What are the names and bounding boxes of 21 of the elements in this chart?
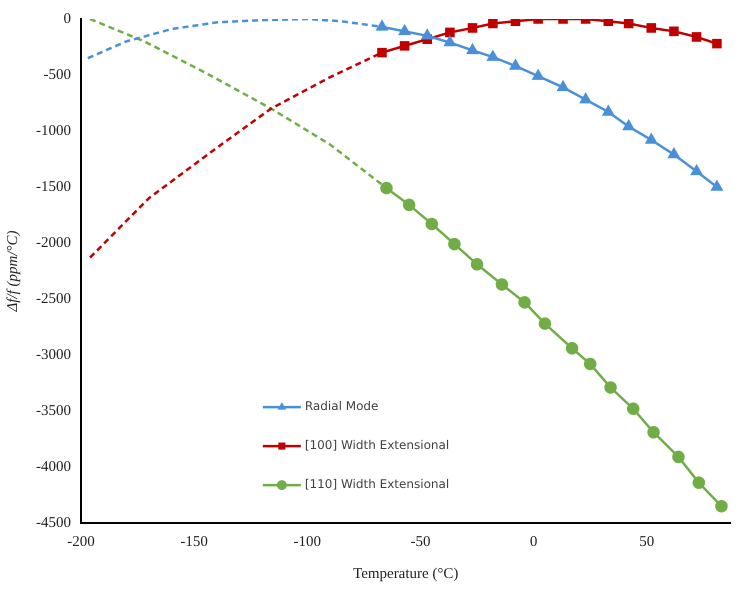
x-tick-label: -150 (180, 534, 208, 550)
x-tick-label: -200 (67, 534, 95, 550)
legend-label: [100] Width Extensional (304, 438, 450, 452)
y-tick-label: 0 (63, 10, 71, 27)
x-tick-label: 0 (530, 534, 538, 550)
legend-label: [110] Width Extensional (304, 477, 450, 492)
x-tick-label: -100 (294, 534, 322, 550)
y-tick-label: -3500 (36, 402, 71, 419)
y-tick-label: -4000 (36, 458, 71, 475)
y-tick-label: -1500 (36, 178, 71, 195)
x-tick-label: -50 (410, 534, 430, 550)
x-axis-title: Temperature (°C) (353, 566, 458, 582)
y-tick-label: -2000 (36, 234, 71, 251)
legend-label: Radial Mode (304, 399, 378, 414)
y-tick-label: -1000 (36, 122, 71, 139)
y-tick-label: -500 (43, 66, 71, 83)
y-tick-label: -2500 (36, 290, 71, 307)
y-axis-title: Δf/f (ppm/°C) (4, 230, 21, 313)
y-tick-label: -4500 (36, 514, 71, 531)
y-tick-label: -3000 (36, 346, 71, 363)
x-tick-label: 50 (639, 534, 654, 550)
